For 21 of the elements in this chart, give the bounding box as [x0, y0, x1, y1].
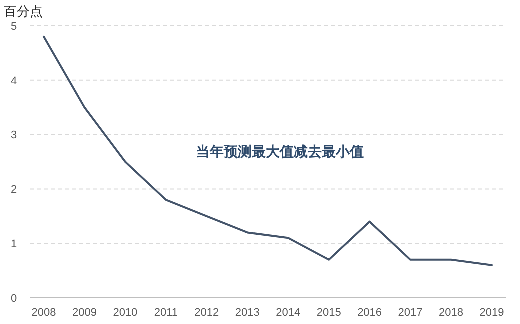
y-tick-label: 3 — [10, 130, 18, 142]
x-tick-label: 2016 — [358, 307, 382, 319]
x-tick-label: 2017 — [398, 307, 423, 319]
y-tick-label: 5 — [10, 20, 18, 33]
y-tick-label: 4 — [10, 75, 18, 88]
x-tick-label: 2011 — [154, 307, 178, 319]
x-tick-label: 2010 — [113, 307, 138, 319]
x-tick-label: 2018 — [439, 307, 464, 319]
y-axis-title: 百分点 — [4, 4, 43, 19]
y-tick-label: 0 — [10, 292, 18, 305]
x-tick-label: 2008 — [32, 307, 56, 319]
line-series — [43, 36, 493, 266]
x-tick-label: 2015 — [316, 307, 342, 319]
x-tick-label: 2009 — [72, 307, 97, 319]
x-tick-label: 2013 — [235, 307, 260, 319]
y-tick-label: 2 — [10, 184, 18, 196]
x-tick-label: 2014 — [276, 307, 301, 319]
x-tick-label: 2019 — [480, 307, 504, 319]
annotation: 当年预测最大值减去最小值 — [196, 144, 364, 160]
x-tick-label: 2012 — [194, 307, 220, 319]
y-tick-label: 1 — [10, 238, 18, 250]
